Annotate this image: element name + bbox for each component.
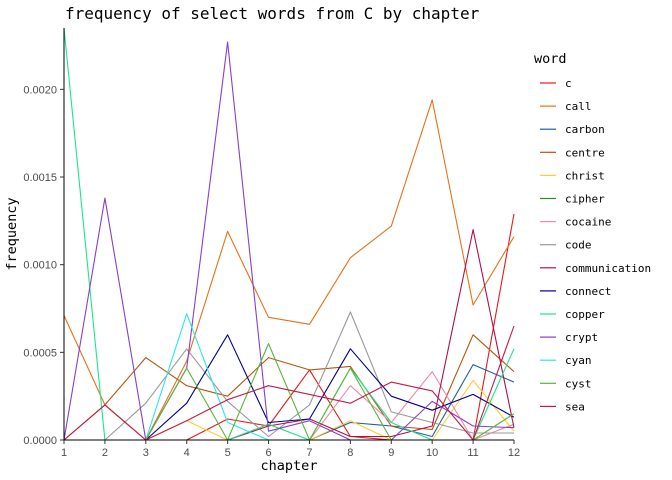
y-tick-label: 0.0020 bbox=[23, 84, 57, 96]
x-tick-label: 1 bbox=[61, 447, 67, 459]
x-tick-label: 9 bbox=[388, 447, 394, 459]
legend-label-cipher: cipher bbox=[565, 193, 605, 206]
series-line-cocaine bbox=[64, 371, 515, 441]
series-line-carbon bbox=[64, 364, 515, 441]
series-line-crypt bbox=[63, 41, 515, 441]
series-line-sea bbox=[63, 325, 515, 441]
chart-title: frequency of select words from C by chap… bbox=[65, 4, 480, 23]
y-axis-title: frequency bbox=[4, 197, 20, 270]
legend-label-code: code bbox=[565, 239, 592, 252]
x-axis-title: chapter bbox=[261, 458, 318, 474]
legend-label-call: call bbox=[565, 100, 592, 113]
legend-label-copper: copper bbox=[565, 308, 605, 321]
x-tick-label: 4 bbox=[184, 447, 190, 459]
x-tick-label: 8 bbox=[347, 447, 353, 459]
legend-title: word bbox=[534, 51, 567, 67]
series-line-c bbox=[64, 213, 515, 441]
x-tick-label: 10 bbox=[426, 447, 438, 459]
legend-label-cyan: cyan bbox=[565, 354, 592, 367]
legend-label-centre: centre bbox=[565, 146, 605, 159]
y-tick-label: 0.0005 bbox=[23, 347, 57, 359]
x-tick-label: 11 bbox=[467, 447, 478, 459]
legend-label-crypt: crypt bbox=[565, 331, 598, 344]
x-tick-label: 5 bbox=[225, 447, 231, 459]
series-line-call bbox=[63, 99, 515, 441]
series-line-centre bbox=[63, 334, 515, 441]
y-tick-label: 0.0015 bbox=[23, 172, 57, 184]
x-axis-ticks: 1 2 3 4 5 6 7 8 9 10 11 12 bbox=[61, 440, 520, 459]
x-tick-label: 7 bbox=[306, 447, 312, 459]
legend: word c call carbon centre christ cipher cocain… bbox=[534, 51, 651, 413]
y-axis-ticks: 0.0000 0.0005 0.0010 0.0015 0.0020 bbox=[23, 84, 64, 447]
plot-area bbox=[63, 27, 515, 441]
legend-label-cyst: cyst bbox=[565, 377, 592, 390]
y-tick-label: 0.0010 bbox=[23, 260, 57, 272]
legend-label-carbon: carbon bbox=[565, 123, 605, 136]
legend-label-communication: communication bbox=[565, 262, 651, 275]
x-tick-label: 6 bbox=[265, 447, 271, 459]
legend-label-c: c bbox=[565, 77, 572, 90]
legend-label-sea: sea bbox=[565, 400, 585, 413]
legend-label-cocaine: cocaine bbox=[565, 216, 611, 229]
series-line-copper bbox=[63, 27, 515, 441]
x-tick-label: 2 bbox=[102, 447, 108, 459]
y-tick-label: 0.0000 bbox=[23, 435, 57, 447]
series-line-connect bbox=[64, 334, 515, 441]
legend-label-connect: connect bbox=[565, 285, 611, 298]
x-tick-label: 12 bbox=[508, 447, 520, 459]
x-tick-label: 3 bbox=[143, 447, 149, 459]
legend-label-christ: christ bbox=[565, 169, 605, 182]
